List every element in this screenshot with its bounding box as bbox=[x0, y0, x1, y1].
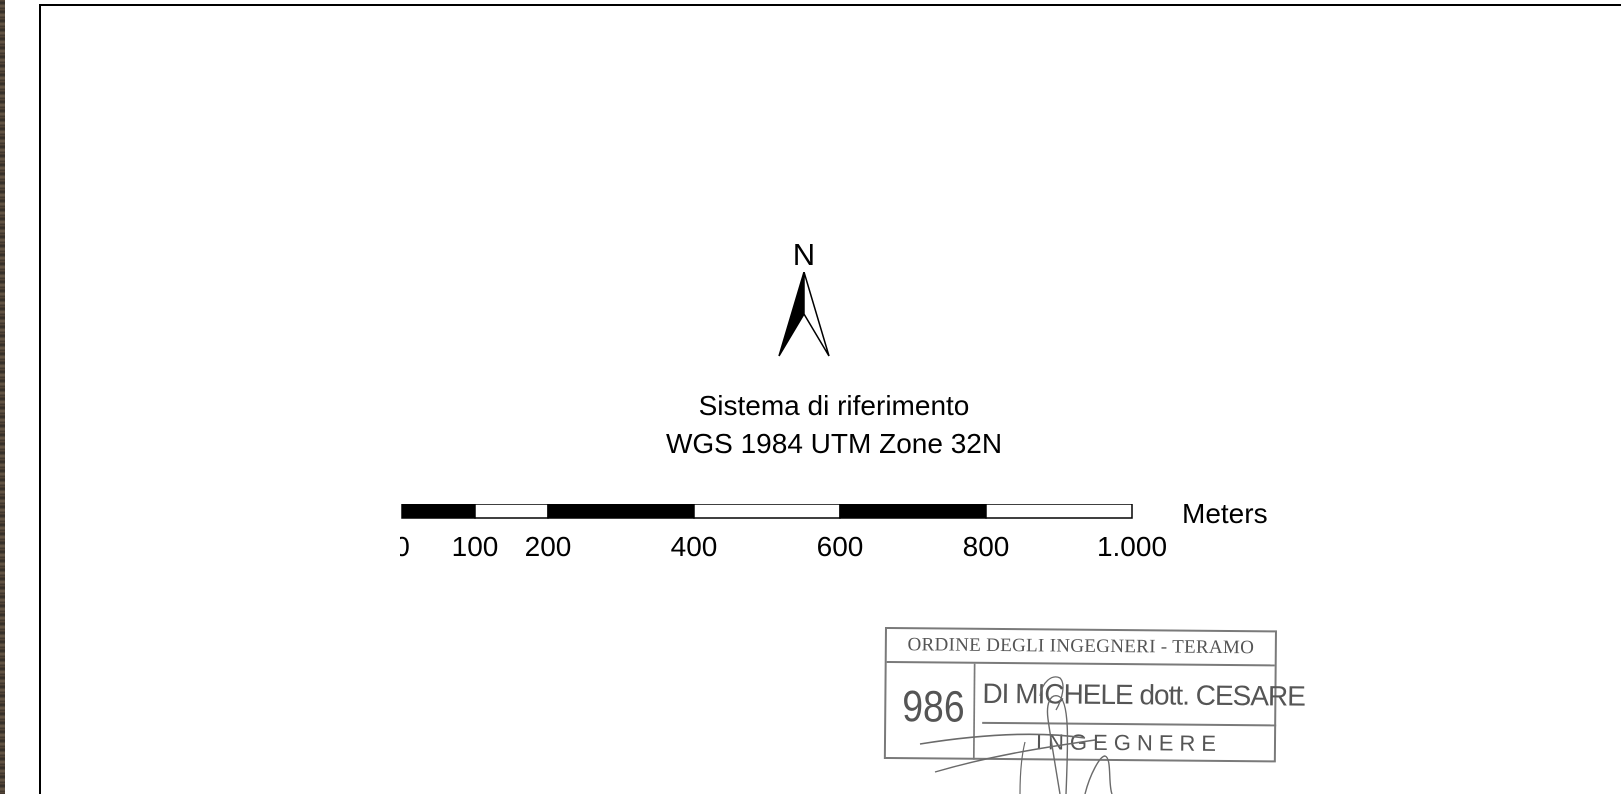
scale-bar: 0 100 200 400 600 800 1.000 bbox=[400, 504, 1167, 562]
scale-tick-label-1: 100 bbox=[452, 531, 499, 562]
scale-segment-2 bbox=[547, 504, 695, 519]
map-frame bbox=[39, 4, 1621, 794]
reference-system-projection: WGS 1984 UTM Zone 32N bbox=[665, 428, 1003, 459]
engineer-stamp: ORDINE DEGLI INGEGNERI - TERAMO 986 DI M… bbox=[880, 624, 1305, 794]
reference-system-title: Sistema di riferimento bbox=[698, 390, 970, 421]
stamp-role: INGEGNERE bbox=[1035, 729, 1223, 756]
stamp-header: ORDINE DEGLI INGEGNERI - TERAMO bbox=[886, 629, 1275, 667]
page-edge-strip bbox=[0, 0, 5, 794]
scale-tick-label-3: 400 bbox=[671, 531, 718, 562]
scale-tick-label-6: 1.000 bbox=[1097, 531, 1167, 562]
stamp-box: ORDINE DEGLI INGEGNERI - TERAMO 986 DI M… bbox=[883, 627, 1305, 763]
north-arrow: N bbox=[778, 238, 830, 362]
scale-tick-label-5: 800 bbox=[963, 531, 1010, 562]
north-arrow-icon bbox=[778, 272, 830, 357]
reference-system: Sistema di riferimento WGS 1984 UTM Zone… bbox=[560, 387, 1108, 463]
scale-tick-label-0: 0 bbox=[400, 531, 410, 562]
scale-segment-5 bbox=[985, 504, 1133, 519]
stamp-name: DI MICHELE dott. CESARE bbox=[982, 663, 1305, 727]
scale-tick-label-4: 600 bbox=[817, 531, 864, 562]
scale-tick-label-2: 200 bbox=[525, 531, 572, 562]
scale-unit-label: Meters bbox=[1182, 498, 1268, 529]
scale-segment-4 bbox=[839, 504, 987, 519]
scale-segment-1 bbox=[474, 504, 549, 519]
scale-segment-3 bbox=[693, 504, 841, 519]
stamp-number: 986 bbox=[893, 663, 976, 760]
north-letter: N bbox=[792, 237, 816, 272]
scale-segment-0 bbox=[401, 504, 476, 519]
